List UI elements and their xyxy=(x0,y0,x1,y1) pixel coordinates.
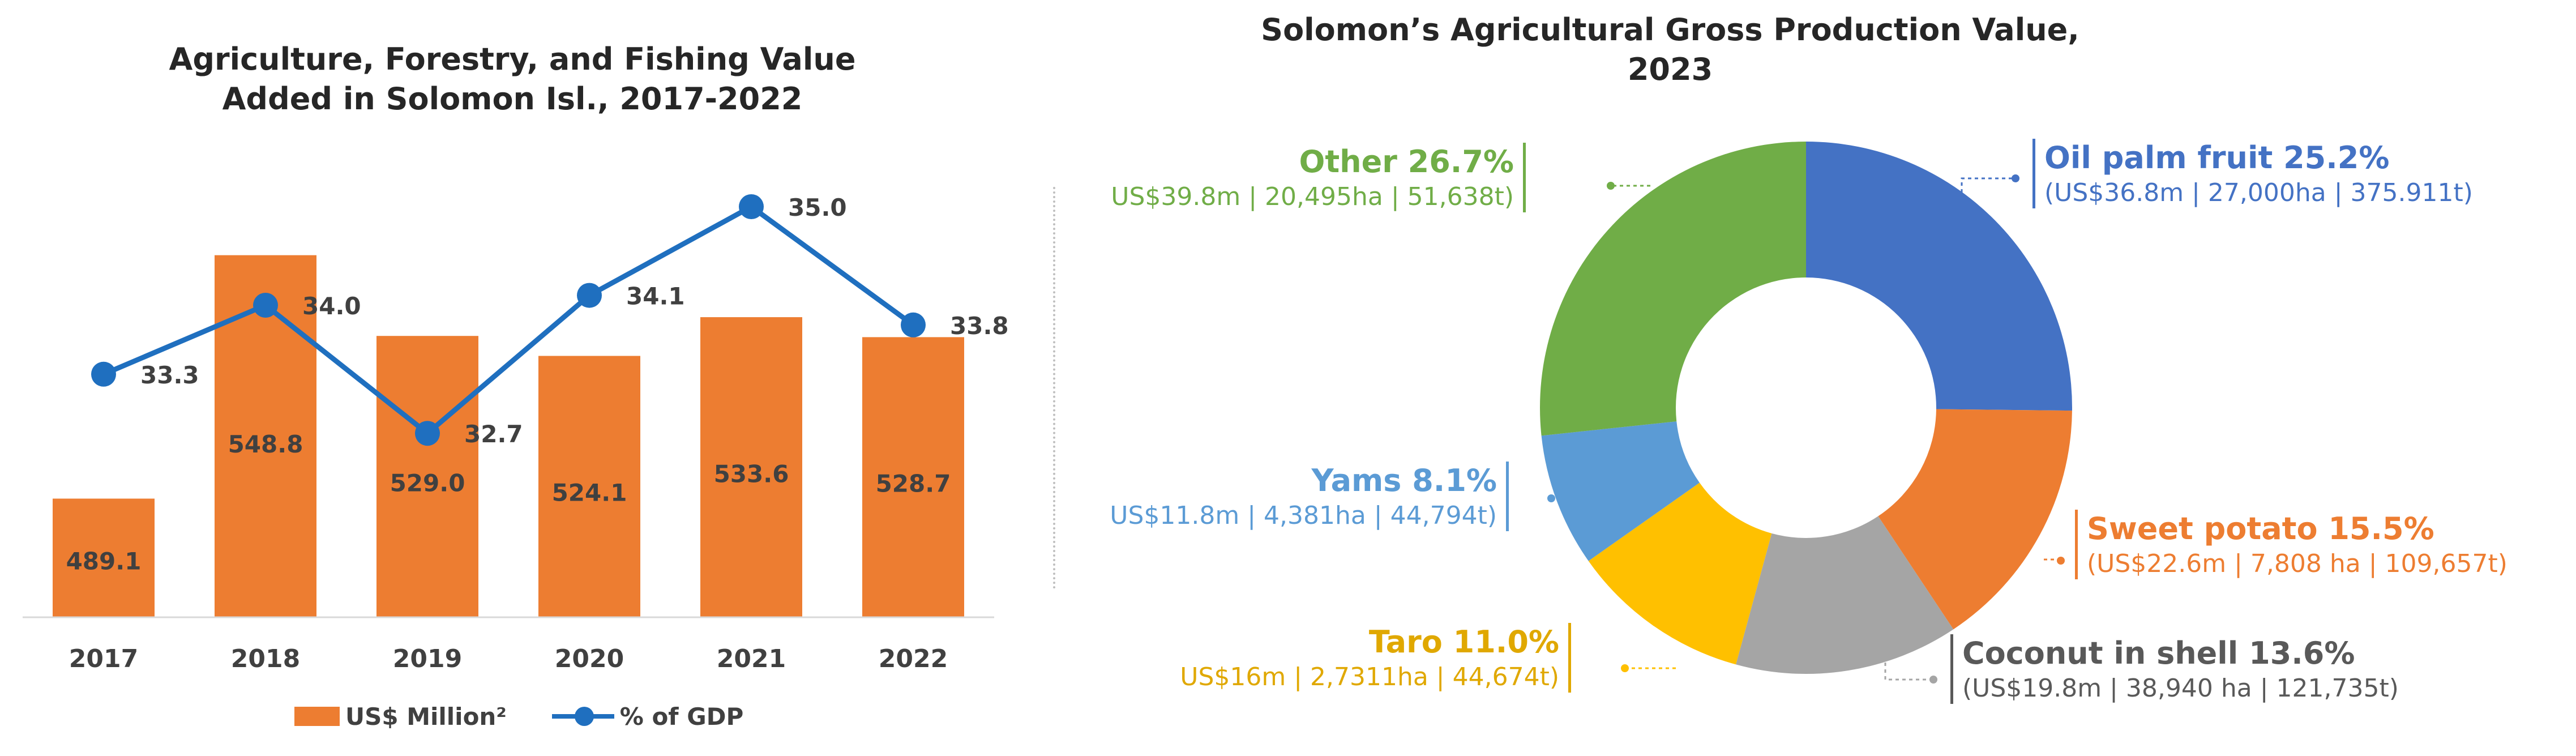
x-tick-label-2018: 2018 xyxy=(231,644,300,673)
bar-value-label-2020: 524.1 xyxy=(552,479,627,506)
gdp-value-label-2018: 34.0 xyxy=(302,292,361,320)
right-title-line2: 2023 xyxy=(1627,52,1713,88)
bar-2021 xyxy=(700,317,802,617)
line-legend-swatch xyxy=(551,707,614,726)
panel-divider xyxy=(1053,187,1055,589)
leader-dot-coconut xyxy=(1929,676,1937,684)
bar-2019 xyxy=(376,336,478,617)
gdp-value-label-2020: 34.1 xyxy=(626,283,685,310)
label-coconut-head: Coconut in shell 13.6% xyxy=(1962,635,2355,671)
gdp-value-label-2022: 33.8 xyxy=(950,312,1009,340)
gdp-point-2019 xyxy=(415,421,440,446)
left-title-line1: Agriculture, Forestry, and Fishing Value xyxy=(169,41,856,77)
bar-value-label-2017: 489.1 xyxy=(66,547,142,575)
bar-value-label-2019: 529.0 xyxy=(390,469,465,497)
gdp-point-2020 xyxy=(577,283,602,308)
left-chart-title: Agriculture, Forestry, and Fishing Value… xyxy=(102,40,923,119)
leader-dot-oil-palm xyxy=(2012,174,2019,182)
bar-2022 xyxy=(862,337,964,617)
leader-dot-taro xyxy=(1621,664,1629,672)
gdp-value-label-2019: 32.7 xyxy=(464,420,523,448)
label-coconut-sub: (US$19.8m | 38,940 ha | 121,735t) xyxy=(1962,673,2399,703)
combo-chart-svg: 489.1 2017 548.8 2018 529.0 2019 524.1 2020 533.… xyxy=(23,194,1009,673)
bar-value-label-2021: 533.6 xyxy=(714,460,789,488)
gdp-share-line xyxy=(102,204,915,436)
bar-legend-swatch xyxy=(294,707,340,726)
left-title-line2: Added in Solomon Isl., 2017-2022 xyxy=(222,81,803,117)
donut-slice-other xyxy=(1540,142,1806,436)
label-sweet-potato-sub: (US$22.6m | 7,808 ha | 109,657t) xyxy=(2087,549,2507,578)
leader-dot-other xyxy=(1607,182,1615,190)
right-chart-panel: Solomon’s Agricultural Gross Production … xyxy=(1053,0,2576,756)
label-coconut: Coconut in shell 13.6% (US$19.8m | 38,94… xyxy=(1950,634,2399,704)
gdp-value-label-2017: 33.3 xyxy=(140,361,199,389)
bar-2017 xyxy=(53,498,155,617)
line-legend-label: % of GDP xyxy=(619,702,744,731)
leader-dot-sweet-potato xyxy=(2057,557,2065,565)
label-sweet-potato-head: Sweet potato 15.5% xyxy=(2087,511,2434,546)
x-tick-label-2017: 2017 xyxy=(69,644,138,673)
bar-legend-label: US$ Million² xyxy=(345,702,507,731)
label-yams-head: Yams 8.1% xyxy=(1311,463,1497,498)
bar-value-label-2018: 548.8 xyxy=(228,430,303,458)
gdp-value-label-2021: 35.0 xyxy=(788,194,847,221)
label-other: Other 26.7% US$39.8m | 20,495ha | 51,638… xyxy=(1111,143,1526,212)
label-taro: Taro 11.0% US$16m | 2,7311ha | 44,674t) xyxy=(1180,623,1571,693)
x-tick-label-2021: 2021 xyxy=(717,644,786,673)
bar-2020 xyxy=(538,356,640,617)
donut-slice-sweet-potato xyxy=(1878,409,2072,630)
gdp-point-2018 xyxy=(253,293,278,318)
label-oil-palm-head: Oil palm fruit 25.2% xyxy=(2044,140,2390,176)
label-other-head: Other 26.7% xyxy=(1299,144,1514,180)
donut-slice-coconut-in-shell xyxy=(1736,516,1954,674)
gdp-point-2017 xyxy=(91,361,116,387)
label-taro-head: Taro 11.0% xyxy=(1368,624,1559,660)
left-chart-panel: Agriculture, Forestry, and Fishing Value… xyxy=(0,0,1042,756)
donut-slice-oil-palm-fruit xyxy=(1806,142,2072,411)
label-sweet-potato: Sweet potato 15.5% (US$22.6m | 7,808 ha … xyxy=(2075,510,2507,579)
gdp-point-2021 xyxy=(739,194,764,219)
leader-line-coconut xyxy=(1884,663,1933,681)
label-other-sub: US$39.8m | 20,495ha | 51,638t) xyxy=(1111,182,1514,211)
label-yams: Yams 8.1% US$11.8m | 4,381ha | 44,794t) xyxy=(1110,462,1509,531)
donut-slice-yams xyxy=(1541,421,1700,561)
donut-slice-taro xyxy=(1588,482,1772,665)
label-oil-palm-sub: (US$36.8m | 27,000ha | 375.911t) xyxy=(2044,178,2473,207)
donut-chart-svg xyxy=(1540,142,2072,684)
label-oil-palm: Oil palm fruit 25.2% (US$36.8m | 27,000h… xyxy=(2032,139,2473,208)
leader-dot-yams xyxy=(1547,494,1555,502)
label-taro-sub: US$16m | 2,7311ha | 44,674t) xyxy=(1180,662,1559,691)
x-tick-label-2020: 2020 xyxy=(555,644,624,673)
gdp-point-2022 xyxy=(901,312,926,338)
x-tick-label-2022: 2022 xyxy=(879,644,948,673)
right-title-line1: Solomon’s Agricultural Gross Production … xyxy=(1261,12,2079,48)
left-legend: US$ Million² % of GDP xyxy=(294,699,743,733)
leader-line-oil-palm xyxy=(1961,177,2016,227)
label-yams-sub: US$11.8m | 4,381ha | 44,794t) xyxy=(1110,501,1497,530)
x-tick-label-2019: 2019 xyxy=(393,644,462,673)
bar-value-label-2022: 528.7 xyxy=(876,470,951,498)
right-chart-title: Solomon’s Agricultural Gross Production … xyxy=(1234,10,2106,89)
leader-line-yams xyxy=(1551,497,1564,504)
